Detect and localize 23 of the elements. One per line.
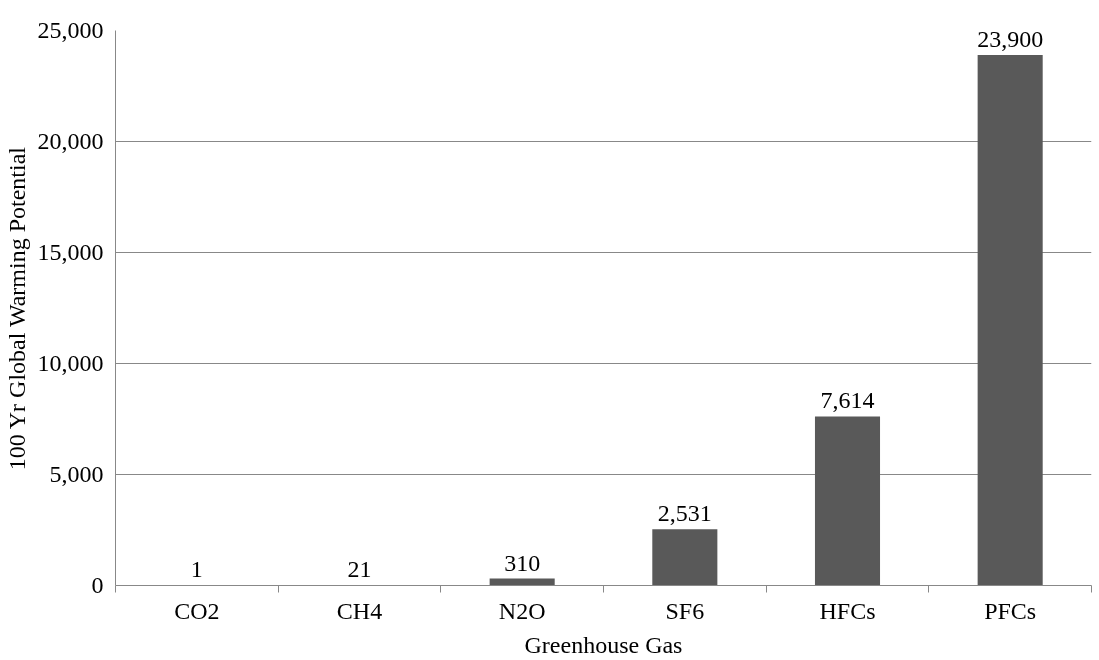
data-label: 310	[504, 549, 541, 576]
x-axis-title: Greenhouse Gas	[524, 631, 683, 658]
bar	[977, 54, 1043, 586]
bar	[652, 529, 718, 586]
bar	[814, 416, 881, 586]
data-label: 1	[190, 556, 203, 583]
x-tick-label: SF6	[665, 597, 705, 624]
x-tick-label: HFCs	[819, 597, 876, 624]
data-label: 7,614	[820, 387, 875, 414]
y-tick-label: 25,000	[37, 17, 104, 43]
x-tick-label: N2O	[498, 597, 546, 624]
y-tick-label: 20,000	[37, 128, 104, 154]
x-tick-label: CH4	[336, 597, 383, 624]
x-tick-label: CO2	[174, 597, 220, 624]
y-tick-label: 10,000	[37, 350, 104, 376]
data-label: 2,531	[657, 500, 712, 527]
y-axis-title: 100 Yr Global Warming Potential	[3, 146, 30, 471]
y-tick-label: 0	[91, 572, 104, 598]
y-tick-label: 5,000	[49, 461, 104, 487]
y-tick-label: 15,000	[37, 239, 104, 265]
data-label: 21	[347, 556, 372, 583]
data-label: 23,900	[977, 25, 1044, 52]
x-tick-label: PFCs	[984, 597, 1037, 624]
